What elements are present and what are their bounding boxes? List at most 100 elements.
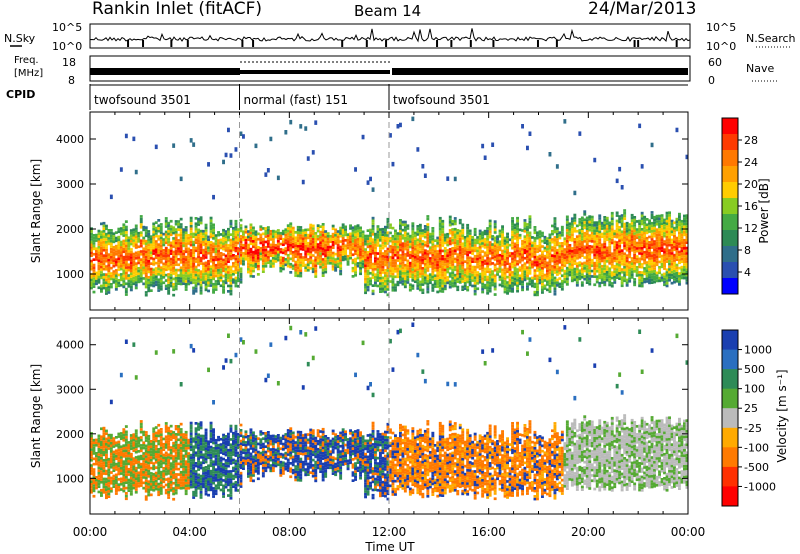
power-cell bbox=[177, 239, 181, 242]
power-cell bbox=[568, 244, 572, 247]
power-cell bbox=[244, 230, 248, 234]
power-cell bbox=[513, 229, 517, 232]
power-cell bbox=[428, 249, 432, 252]
power-cell bbox=[184, 272, 188, 275]
power-cell bbox=[152, 273, 156, 277]
power-cell bbox=[234, 230, 238, 234]
power-cell bbox=[381, 271, 385, 274]
power-cell bbox=[443, 268, 447, 272]
power-cell bbox=[650, 221, 654, 225]
power-cell bbox=[648, 262, 651, 266]
power-cell bbox=[660, 276, 664, 279]
power-cell bbox=[673, 248, 676, 252]
power-cell bbox=[428, 278, 432, 282]
power-cell bbox=[553, 284, 557, 288]
power-cell bbox=[458, 264, 462, 268]
power-cell bbox=[585, 281, 589, 284]
power-cell bbox=[374, 281, 377, 285]
power-cell bbox=[633, 218, 637, 222]
power-cell bbox=[563, 277, 567, 281]
power-cell bbox=[242, 254, 245, 258]
power-cell bbox=[568, 227, 572, 231]
power-cell bbox=[256, 267, 260, 271]
power-cell bbox=[127, 252, 131, 256]
power-cell bbox=[192, 292, 196, 295]
power-cell bbox=[638, 246, 642, 250]
power-cell bbox=[114, 274, 118, 278]
power-cell bbox=[605, 238, 609, 242]
power-cell bbox=[182, 268, 186, 272]
power-cell bbox=[523, 240, 527, 244]
power-cell bbox=[411, 249, 415, 252]
power-cell bbox=[344, 233, 347, 237]
power-cell bbox=[438, 276, 442, 279]
power-cell bbox=[256, 262, 260, 265]
power-cell bbox=[384, 279, 387, 283]
power-cell bbox=[399, 227, 402, 230]
power-cell bbox=[555, 248, 559, 252]
power-cell bbox=[628, 263, 632, 267]
power-cell bbox=[386, 247, 390, 251]
power-cell bbox=[304, 244, 308, 248]
power-cell bbox=[536, 290, 539, 294]
power-cell bbox=[438, 233, 442, 236]
power-cell bbox=[533, 271, 537, 275]
power-cell bbox=[189, 249, 193, 252]
power-cell bbox=[588, 272, 592, 275]
power-cell bbox=[598, 284, 602, 288]
power-cell bbox=[516, 268, 519, 271]
power-cell bbox=[139, 266, 143, 270]
power-cell bbox=[448, 283, 452, 286]
power-cell bbox=[95, 250, 98, 253]
power-cell bbox=[635, 228, 639, 231]
power-cell bbox=[426, 279, 430, 283]
power-cell bbox=[640, 230, 644, 234]
power-cell bbox=[623, 228, 627, 231]
power-cell bbox=[182, 255, 186, 258]
power-cell bbox=[344, 257, 347, 261]
power-cell bbox=[536, 288, 539, 291]
power-cell bbox=[416, 147, 420, 152]
power-cell bbox=[588, 277, 592, 281]
power-cell bbox=[583, 210, 587, 213]
power-cell bbox=[182, 244, 186, 248]
power-cell bbox=[526, 250, 529, 253]
power-cell bbox=[493, 285, 497, 288]
power-cell bbox=[670, 281, 674, 285]
power-cell bbox=[638, 279, 642, 282]
power-cell bbox=[501, 225, 504, 228]
power-cell bbox=[613, 264, 617, 268]
power-cell bbox=[645, 231, 649, 235]
power-cell bbox=[426, 236, 430, 240]
power-cell bbox=[630, 224, 634, 228]
power-cell bbox=[588, 255, 592, 259]
power-cell bbox=[129, 248, 133, 251]
power-cell bbox=[630, 222, 634, 225]
power-cell bbox=[399, 254, 402, 257]
power-cell bbox=[468, 283, 472, 287]
power-cell bbox=[401, 247, 405, 251]
power-cell bbox=[189, 238, 193, 241]
power-cell bbox=[174, 222, 178, 226]
power-cell bbox=[100, 257, 103, 261]
power-cell bbox=[680, 260, 684, 264]
power-cell bbox=[334, 252, 338, 256]
power-cell bbox=[381, 246, 385, 250]
power-cell bbox=[438, 289, 442, 293]
power-cell bbox=[164, 246, 168, 250]
power-cell bbox=[565, 256, 569, 259]
power-cell bbox=[144, 234, 148, 238]
power-cell bbox=[466, 237, 470, 241]
power-cell bbox=[663, 275, 666, 278]
power-cell bbox=[109, 256, 113, 259]
power-cell bbox=[359, 248, 362, 251]
power-cell bbox=[675, 217, 679, 221]
power-cell bbox=[421, 258, 425, 262]
power-cell bbox=[294, 249, 298, 253]
power-cell bbox=[384, 244, 387, 248]
power-cell bbox=[369, 228, 372, 232]
velocity-cell bbox=[97, 450, 101, 454]
power-cell bbox=[528, 234, 532, 237]
power-cell bbox=[633, 226, 637, 230]
power-cell bbox=[159, 277, 163, 280]
